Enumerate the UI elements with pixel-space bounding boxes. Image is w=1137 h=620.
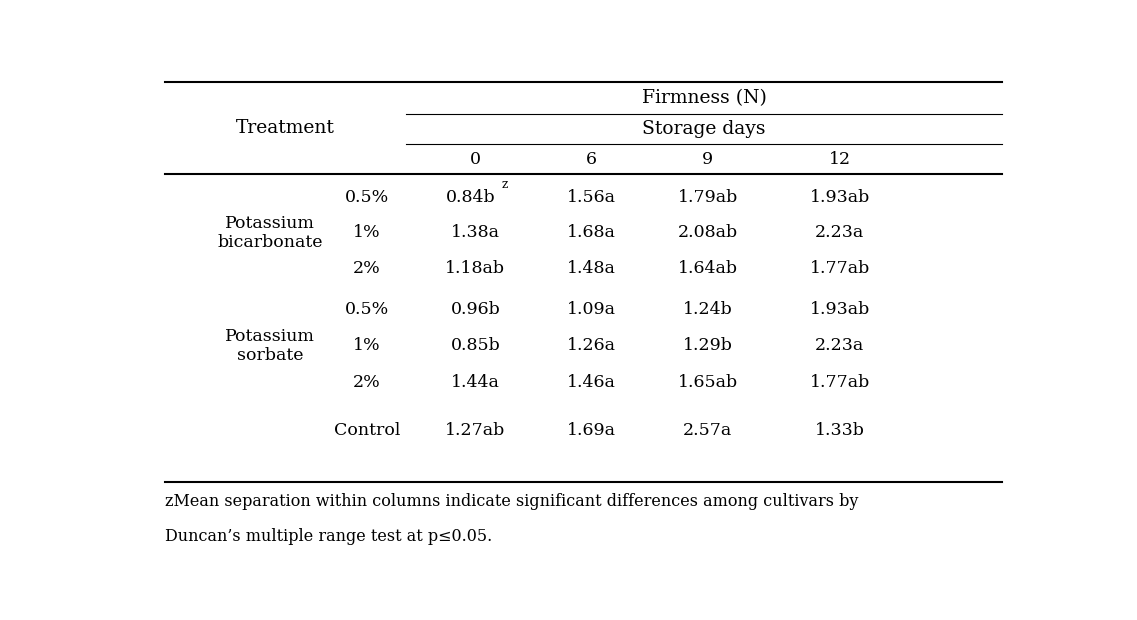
Text: 6: 6 [587,151,597,167]
Text: zMean separation within columns indicate significant differences among cultivars: zMean separation within columns indicate… [165,494,858,510]
Text: Potassium
sorbate: Potassium sorbate [225,327,315,364]
Text: 0.85b: 0.85b [450,337,500,354]
Text: 1.33b: 1.33b [815,422,864,438]
Text: 1.93ab: 1.93ab [810,301,870,317]
Text: 12: 12 [829,151,850,167]
Text: 0.96b: 0.96b [450,301,500,317]
Text: 1.77ab: 1.77ab [810,374,870,391]
Text: 2.57a: 2.57a [683,422,732,438]
Text: Control: Control [333,422,400,438]
Text: 1.27ab: 1.27ab [446,422,506,438]
Text: Storage days: Storage days [642,120,765,138]
Text: 1.38a: 1.38a [451,224,500,241]
Text: 1.09a: 1.09a [567,301,616,317]
Text: 1.77ab: 1.77ab [810,260,870,277]
Text: 1.79ab: 1.79ab [678,189,738,206]
Text: 2%: 2% [352,260,381,277]
Text: 0.5%: 0.5% [345,189,389,206]
Text: Potassium
bicarbonate: Potassium bicarbonate [217,215,323,251]
Text: 1.48a: 1.48a [567,260,616,277]
Text: 1.18ab: 1.18ab [446,260,505,277]
Text: 1.44a: 1.44a [451,374,500,391]
Text: 1.46a: 1.46a [567,374,616,391]
Text: 2.23a: 2.23a [815,224,864,241]
Text: 0: 0 [470,151,481,167]
Text: 0.84b: 0.84b [446,189,496,206]
Text: 2.23a: 2.23a [815,337,864,354]
Text: 0.5%: 0.5% [345,301,389,317]
Text: z: z [501,179,508,192]
Text: 1.24b: 1.24b [683,301,732,317]
Text: Treatment: Treatment [236,119,335,137]
Text: 2.08ab: 2.08ab [678,224,738,241]
Text: 9: 9 [703,151,713,167]
Text: 1.29b: 1.29b [683,337,733,354]
Text: 2%: 2% [352,374,381,391]
Text: Firmness (N): Firmness (N) [641,89,766,107]
Text: Duncan’s multiple range test at p≤0.05.: Duncan’s multiple range test at p≤0.05. [165,528,492,545]
Text: 1%: 1% [354,224,381,241]
Text: 1.69a: 1.69a [567,422,616,438]
Text: 1.93ab: 1.93ab [810,189,870,206]
Text: 1.64ab: 1.64ab [678,260,738,277]
Text: 1.26a: 1.26a [567,337,616,354]
Text: 1%: 1% [354,337,381,354]
Text: 1.65ab: 1.65ab [678,374,738,391]
Text: 1.68a: 1.68a [567,224,616,241]
Text: 1.56a: 1.56a [567,189,616,206]
